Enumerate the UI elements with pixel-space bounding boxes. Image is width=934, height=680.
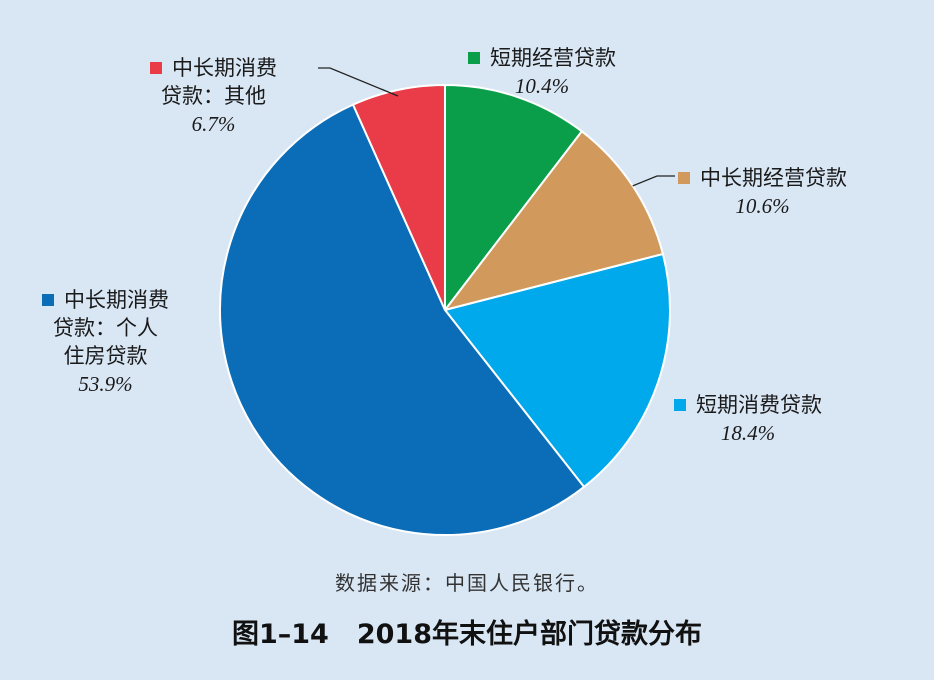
legend-label-short-term-business: 短期经营贷款 10.4% [468, 44, 616, 100]
data-label: 18.4% [720, 421, 776, 445]
legend-label-long-term-other: 中长期消费 贷款：其他 6.7% [150, 54, 277, 138]
data-source-note: 数据来源：中国人民银行。 [335, 571, 599, 595]
pie-chart [219, 67, 675, 536]
legend-label-long-term-housing: 中长期消费 贷款：个人 住房贷款 53.9% [42, 286, 169, 398]
data-label: 10.4% [514, 74, 570, 98]
leader-line [632, 175, 675, 187]
figure-number: 图1–14 [231, 619, 329, 650]
chart-title: 2018年末住户部门贷款分布 [356, 619, 703, 650]
legend-swatch [468, 52, 480, 64]
legend-label-short-term-consumer: 短期消费贷款 18.4% [674, 391, 822, 447]
leader-line [318, 67, 399, 97]
data-label: 10.6% [735, 194, 790, 218]
legend-swatch [678, 172, 690, 184]
data-label: 6.7% [191, 112, 236, 136]
figure-caption: 图1–14 2018年末住户部门贷款分布 [0, 612, 934, 651]
pie-slice [442, 129, 665, 312]
pie-slice [351, 83, 446, 311]
legend-swatch [42, 294, 54, 306]
legend-swatch [150, 62, 162, 74]
pie-slice [219, 103, 586, 536]
legend-swatch [674, 399, 686, 411]
data-label: 53.9% [78, 372, 133, 396]
legend-label-long-term-business: 中长期经营贷款 10.6% [678, 164, 847, 220]
pie-slice [443, 252, 671, 489]
pie-slice [444, 83, 584, 313]
